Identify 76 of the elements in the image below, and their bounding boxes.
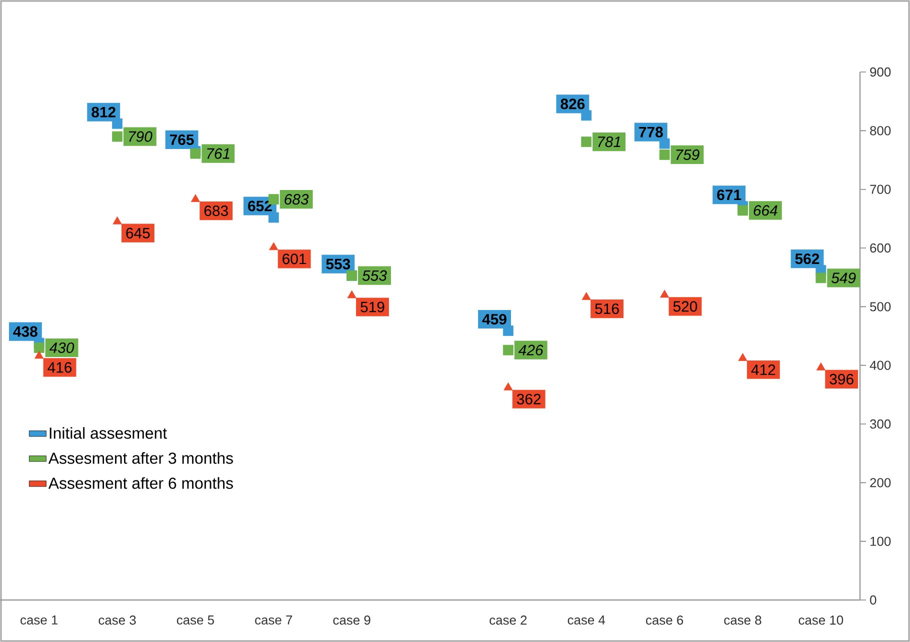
point xyxy=(190,148,201,159)
data-label: 459 xyxy=(482,314,506,325)
data-label: 520 xyxy=(673,301,698,312)
point xyxy=(112,118,122,129)
y-tick-label: 100 xyxy=(870,536,891,546)
data-label: 601 xyxy=(282,254,306,264)
y-tick-label: 300 xyxy=(870,419,891,429)
point xyxy=(269,242,278,250)
data-label: 652 xyxy=(248,200,272,212)
data-label: 438 xyxy=(13,326,38,337)
y-tick-label: 700 xyxy=(870,184,891,194)
data-label: 761 xyxy=(207,148,230,159)
data-label: 426 xyxy=(518,344,544,356)
y-tick-label: 0 xyxy=(870,595,876,605)
data-label: 416 xyxy=(48,362,72,373)
point xyxy=(502,326,514,336)
data-label: 778 xyxy=(639,126,663,138)
legend-label: Assesment after 3 months xyxy=(48,452,233,464)
y-tick-label: 200 xyxy=(870,478,891,488)
point xyxy=(659,138,670,149)
data-label: 790 xyxy=(129,131,152,142)
legend-label: Assesment after 6 months xyxy=(48,477,233,489)
x-tick-label: case 4 xyxy=(568,616,606,625)
x-tick-label: case 3 xyxy=(98,616,136,625)
y-tick-label: 600 xyxy=(870,243,891,253)
point xyxy=(34,350,44,359)
point xyxy=(738,353,748,361)
data-label: 683 xyxy=(284,194,309,205)
data-label: 553 xyxy=(362,270,387,281)
x-tick-label: case 1 xyxy=(20,616,58,625)
y-tick-label: 900 xyxy=(870,67,891,77)
point xyxy=(502,344,514,356)
x-tick-label: case 9 xyxy=(333,616,370,625)
x-tick-label: case 6 xyxy=(646,616,684,625)
data-label: 362 xyxy=(516,394,541,404)
point xyxy=(581,136,592,148)
point xyxy=(268,212,279,223)
data-label: 553 xyxy=(326,258,350,270)
y-tick-label: 400 xyxy=(870,360,891,370)
data-label: 781 xyxy=(598,136,620,148)
point xyxy=(112,216,122,224)
y-tick-label: 800 xyxy=(870,126,891,136)
y-tick-label: 500 xyxy=(870,302,891,312)
data-label: 396 xyxy=(830,374,854,384)
data-label: 645 xyxy=(126,228,150,238)
point xyxy=(738,205,748,216)
x-tick-label: case 10 xyxy=(798,616,844,625)
point xyxy=(816,362,826,370)
point xyxy=(190,194,200,202)
data-label: 759 xyxy=(676,149,700,160)
point xyxy=(347,290,356,298)
x-tick-label: case 7 xyxy=(255,616,292,625)
point xyxy=(581,110,592,121)
x-tick-label: case 2 xyxy=(490,616,527,625)
data-label: 519 xyxy=(360,302,384,312)
data-label: 765 xyxy=(170,134,194,145)
point xyxy=(112,131,122,142)
point xyxy=(816,272,826,284)
point xyxy=(34,342,44,353)
x-tick-label: case 5 xyxy=(176,616,214,625)
point xyxy=(504,382,513,390)
data-label: 562 xyxy=(795,254,820,264)
data-label: 671 xyxy=(717,190,742,200)
data-label: 412 xyxy=(751,364,776,375)
data-label: 430 xyxy=(49,342,74,354)
point xyxy=(659,150,670,160)
data-label: 664 xyxy=(754,205,778,216)
x-tick-label: case 8 xyxy=(724,616,762,625)
data-label: 683 xyxy=(204,206,228,216)
data-label: 826 xyxy=(560,98,585,110)
data-label: 812 xyxy=(92,106,116,118)
point xyxy=(582,292,591,300)
legend-label: Initial assesment xyxy=(50,427,167,439)
data-label: 516 xyxy=(595,303,619,314)
point xyxy=(660,290,670,298)
data-label: 549 xyxy=(831,272,856,284)
